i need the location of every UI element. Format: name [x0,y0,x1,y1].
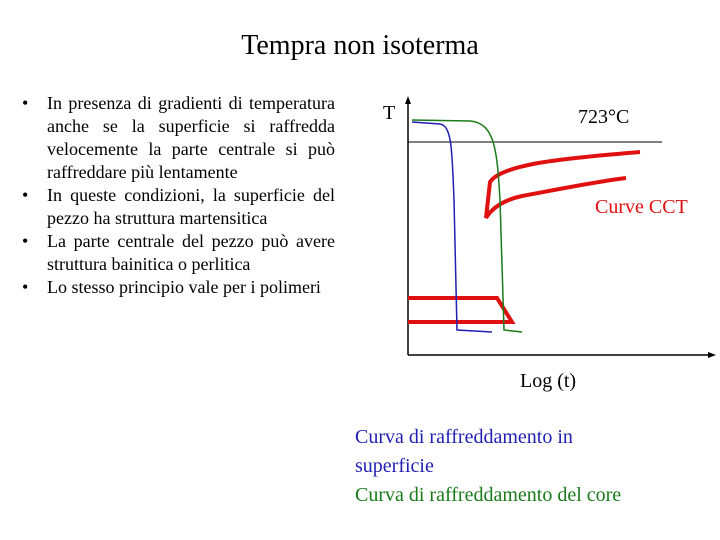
bullet-list: In presenza di gradienti di temperatura … [22,92,335,299]
bullet: Lo stesso principio vale per i polimeri [22,276,335,299]
x-axis-label: Log (t) [520,370,577,392]
cct-curve [408,296,516,324]
y-axis-label: T [383,102,396,124]
arrow [708,352,716,358]
bullet: In presenza di gradienti di temperatura … [22,92,335,184]
curves-label: Curve CCT [595,196,688,218]
surface-cooling-curve [411,121,493,333]
bullet: In queste condizioni, la superficie del … [22,184,335,230]
arrow [405,96,411,104]
legend: Curva di raffreddamento in superficie Cu… [355,423,655,510]
legend-entry: Curva di raffreddamento del core [355,484,622,506]
title: Tempra non isoterma [241,30,479,61]
cct-curve [484,150,641,220]
core-cooling-curve [411,119,523,333]
temperature-label: 723°C [578,106,630,128]
legend-entry: Curva di raffreddamento in superficie [355,426,573,477]
bullet: La parte centrale del pezzo può avere st… [22,230,335,276]
